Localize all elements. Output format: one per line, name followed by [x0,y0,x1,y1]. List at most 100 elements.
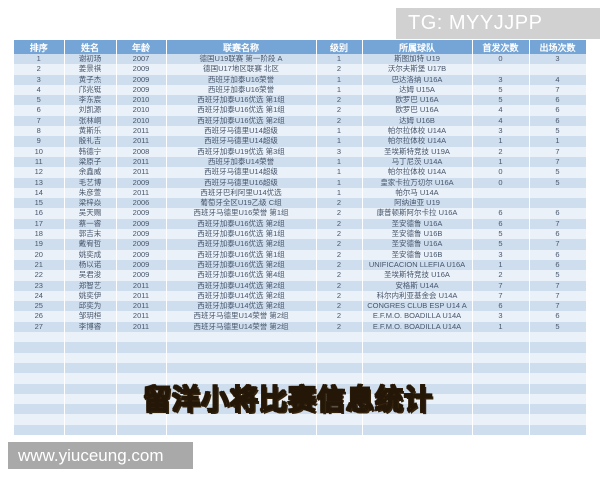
table-cell: 巴达洛纳 U16A [362,74,473,85]
table-cell: 圣埃斯特竞技 U16A [362,270,473,281]
table-cell [362,424,473,435]
table-cell: 6 [472,301,530,312]
table-cell [316,424,363,435]
table-cell: 13 [14,177,65,188]
table-cell [14,393,65,405]
header-birth-year: 年龄 [116,40,167,54]
table-cell: 1 [472,156,530,168]
table-cell: 谢初玚 [64,54,117,65]
table-cell: 西班牙马德里U14超级 [166,136,317,147]
table-cell: 2 [14,64,65,75]
table-cell [316,414,363,425]
table-cell: 4 [14,84,65,96]
table-row: 5 李东宸 2010 西班牙加泰U16优选 第1组 2 欧罗巴 U16A 5 6 [14,95,587,106]
table-cell: 1 [316,187,363,199]
table-cell [14,332,65,343]
table-cell [316,383,363,394]
table-cell: 2011 [116,311,167,322]
table-cell: 2 [316,290,363,302]
table-cell: 圣安德鲁 U16B [362,229,473,240]
table-cell [64,414,117,425]
table-cell [472,198,530,209]
table-cell: 西班牙马德里U14超级 [166,126,317,137]
table-cell: 0 [472,177,530,188]
table-cell: CONGRES CLUB ESP U14 A [362,301,473,312]
table-cell: 17 [14,218,65,230]
table-cell [472,342,530,353]
table-cell: 朱彦萱 [64,187,117,199]
bottom-left-watermark: www.yiuceung.com [8,442,193,469]
table-cell: 2 [316,270,363,281]
table-cell: 2009 [116,64,167,75]
table-cell: 2011 [116,280,167,291]
table-cell: 李博睿 [64,321,117,333]
table-cell: 5 [529,321,587,333]
table-cell: 2011 [116,301,167,312]
table-header-row: 排序 姓名 年龄 联赛名称 级别 所属球队 首发次数 出场次数 [14,40,587,54]
table-cell: 西班牙马德里U14荣誉 第2组 [166,321,317,333]
table-cell [529,373,587,384]
table-cell [362,373,473,384]
table-cell: 李东宸 [64,95,117,106]
table-cell [529,414,587,425]
table-cell [472,187,530,199]
table-cell [64,383,117,394]
table-row: 19 戴宥哲 2009 西班牙加泰U16优选 第2组 2 圣安德鲁 U16A 5 7 [14,239,587,250]
table-cell: 梁原子 [64,156,117,168]
table-cell: 26 [14,311,65,322]
table-cell: 2010 [116,115,167,127]
table-cell [116,424,167,435]
table-cell: 7 [14,115,65,127]
table-cell: 1 [316,54,363,65]
table-row: 18 郭吉末 2009 西班牙加泰U16优选 第1组 2 圣安德鲁 U16B 5 6 [14,229,587,240]
table-row [14,424,587,435]
table-cell [316,332,363,343]
table-cell: 7 [529,218,587,230]
table-cell: 西班牙加泰U16优选 第2组 [166,259,317,271]
table-cell: 2009 [116,239,167,250]
table-cell [166,404,317,415]
table-cell: 黄斯乐 [64,126,117,137]
table-cell [529,332,587,343]
table-cell: 2 [316,259,363,271]
header-name: 姓名 [64,40,117,54]
table-cell: 16 [14,208,65,219]
table-cell: 德国U17地区联赛 北区 [166,64,317,75]
table-cell [14,352,65,363]
table-cell [14,373,65,384]
table-cell: 西班牙加泰U19优选 第3组 [166,146,317,157]
top-right-watermark: TG: MYYJJPP [396,8,600,39]
table-cell: 5 [472,229,530,240]
table-cell [64,404,117,415]
table-cell: 2009 [116,208,167,219]
table-cell [116,352,167,363]
table-cell: 黄子杰 [64,74,117,85]
table-cell: 6 [529,259,587,271]
table-cell: 安格斯 U14A [362,280,473,291]
table-cell: 5 [472,95,530,106]
table-cell [529,342,587,353]
table-cell: 2009 [116,177,167,188]
table-cell: 西班牙马德里U16超级 [166,177,317,188]
table-cell: 戴宥哲 [64,239,117,250]
table-cell: 马丁尼茨 U14A [362,156,473,168]
table-cell: 郑智艺 [64,280,117,291]
table-cell: 1 [316,74,363,85]
table-cell [64,393,117,405]
table-cell: 梁梓焱 [64,198,117,209]
table-cell [362,383,473,394]
header-rank: 排序 [14,40,65,54]
table-cell [472,362,530,374]
table-cell: 3 [316,146,363,157]
table-cell: 2011 [116,136,167,147]
table-cell [64,362,117,374]
table-cell: 圣安德鲁 U16B [362,249,473,260]
table-cell: 9 [14,136,65,147]
table-cell: 18 [14,229,65,240]
table-cell [529,383,587,394]
table-cell: 杨以诺 [64,259,117,271]
table-cell [362,414,473,425]
table-cell: 韩德宁 [64,146,117,157]
table-cell: 6 [529,208,587,219]
table-cell [166,332,317,343]
